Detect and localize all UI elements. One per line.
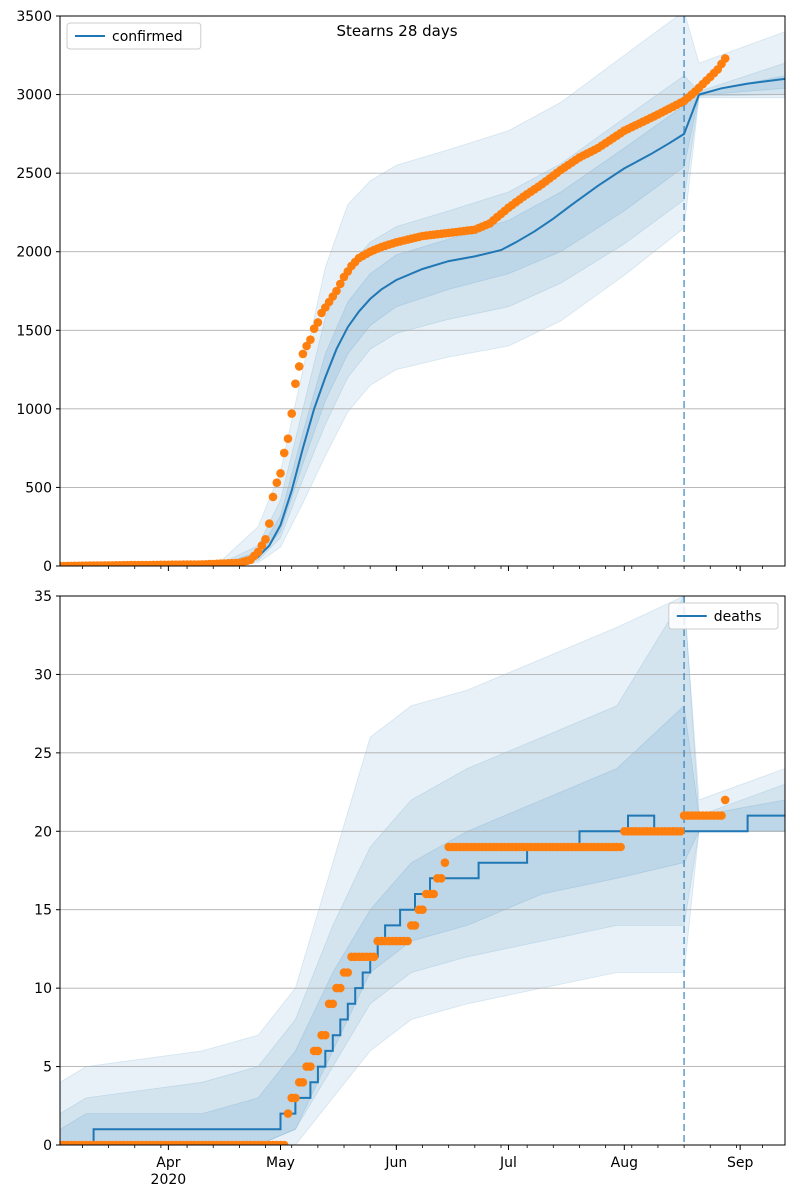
observed-point: [328, 999, 338, 1009]
observed-point: [291, 1093, 300, 1103]
y-tick-label: 5: [43, 1060, 52, 1076]
y-tick-label: 0: [43, 1138, 52, 1154]
observed-point: [369, 952, 379, 962]
observed-point: [261, 535, 270, 544]
observed-point: [309, 324, 319, 334]
y-tick-label: 15: [34, 903, 52, 919]
legend-box: [66, 22, 202, 50]
uncertainty-band-2: [60, 62, 785, 566]
observed-point: [436, 874, 446, 883]
observed-point: [720, 54, 730, 63]
x-tick-label: Jul: [499, 1155, 517, 1171]
confirmed-panel: 0 500 1000 1500 2000 2500 3000 3500 Stearns 28 d…: [16, 9, 786, 575]
observed-point: [429, 889, 439, 899]
chart-title: Stearns 28 days: [336, 22, 457, 40]
y-tick-label: 10: [34, 981, 52, 997]
x-tick-label: May: [266, 1155, 295, 1171]
observed-point: [313, 1046, 323, 1056]
x-tick-label: Sep: [727, 1155, 754, 1171]
observed-point: [332, 286, 341, 296]
observed-point: [306, 1062, 315, 1071]
observed-point: [279, 448, 289, 458]
uncertainty-band-3: [60, 75, 785, 566]
legend: confirmed: [66, 22, 202, 50]
observed-point: [440, 858, 450, 867]
observed-point: [253, 547, 263, 557]
y-tick-label: 1000: [16, 402, 52, 418]
observed-point: [403, 936, 412, 946]
y-tick-label: 2500: [16, 166, 52, 182]
observed-point: [313, 318, 323, 327]
y-tick-label: 3000: [16, 88, 52, 104]
observed-point: [418, 905, 427, 914]
observed-point: [306, 335, 315, 345]
observed-point: [268, 492, 278, 502]
observed-point: [298, 349, 308, 359]
y-tick-label: 20: [34, 824, 52, 840]
observed-point: [302, 341, 311, 351]
y-tick-label: 1500: [16, 323, 52, 339]
uncertainty-band-3: [60, 704, 785, 1145]
y-tick-label: 30: [34, 667, 52, 683]
legend-label: confirmed: [112, 29, 183, 45]
observed-point: [676, 827, 685, 836]
y-tick-label: 2000: [16, 245, 52, 261]
legend: deaths: [668, 602, 779, 630]
observed-point: [336, 279, 345, 289]
observed-point: [279, 1140, 289, 1145]
uncertainty-band-1: [60, 596, 785, 1145]
y-tick-label: 3500: [16, 9, 52, 25]
observed-point: [283, 1109, 293, 1118]
uncertainty-band-2: [60, 596, 785, 1145]
plot-area: [60, 16, 785, 566]
observed-point: [291, 379, 300, 389]
observed-point: [616, 842, 625, 852]
x-tick-label: Jun: [384, 1155, 407, 1171]
observed-point: [321, 1030, 330, 1040]
x-tick-label: Apr: [156, 1155, 180, 1171]
observed-point: [294, 362, 304, 371]
observed-point: [265, 519, 274, 528]
observed-point: [298, 1078, 308, 1087]
x-tick-sublabel: 2020: [151, 1172, 187, 1188]
y-tick-label: 0: [43, 559, 52, 575]
y-tick-label: 500: [25, 480, 52, 496]
x-tick-label: Aug: [611, 1155, 638, 1171]
legend-label: deaths: [714, 609, 762, 625]
y-tick-label: 25: [34, 746, 52, 762]
uncertainty-band-1: [60, 16, 785, 566]
observed-point: [257, 541, 267, 550]
plot-area: [60, 596, 785, 1145]
observed-point: [276, 469, 285, 478]
observed-point: [343, 968, 353, 977]
observed-point: [272, 478, 282, 488]
observed-point: [410, 921, 420, 930]
observed-point: [717, 811, 726, 820]
series-line-confirmed: [60, 77, 785, 566]
y-tick-label: 35: [34, 589, 52, 605]
legend-box: [668, 602, 779, 630]
observed-point: [336, 983, 345, 993]
observed-point: [283, 434, 293, 444]
observed-point: [287, 409, 297, 418]
observed-point: [720, 795, 730, 805]
